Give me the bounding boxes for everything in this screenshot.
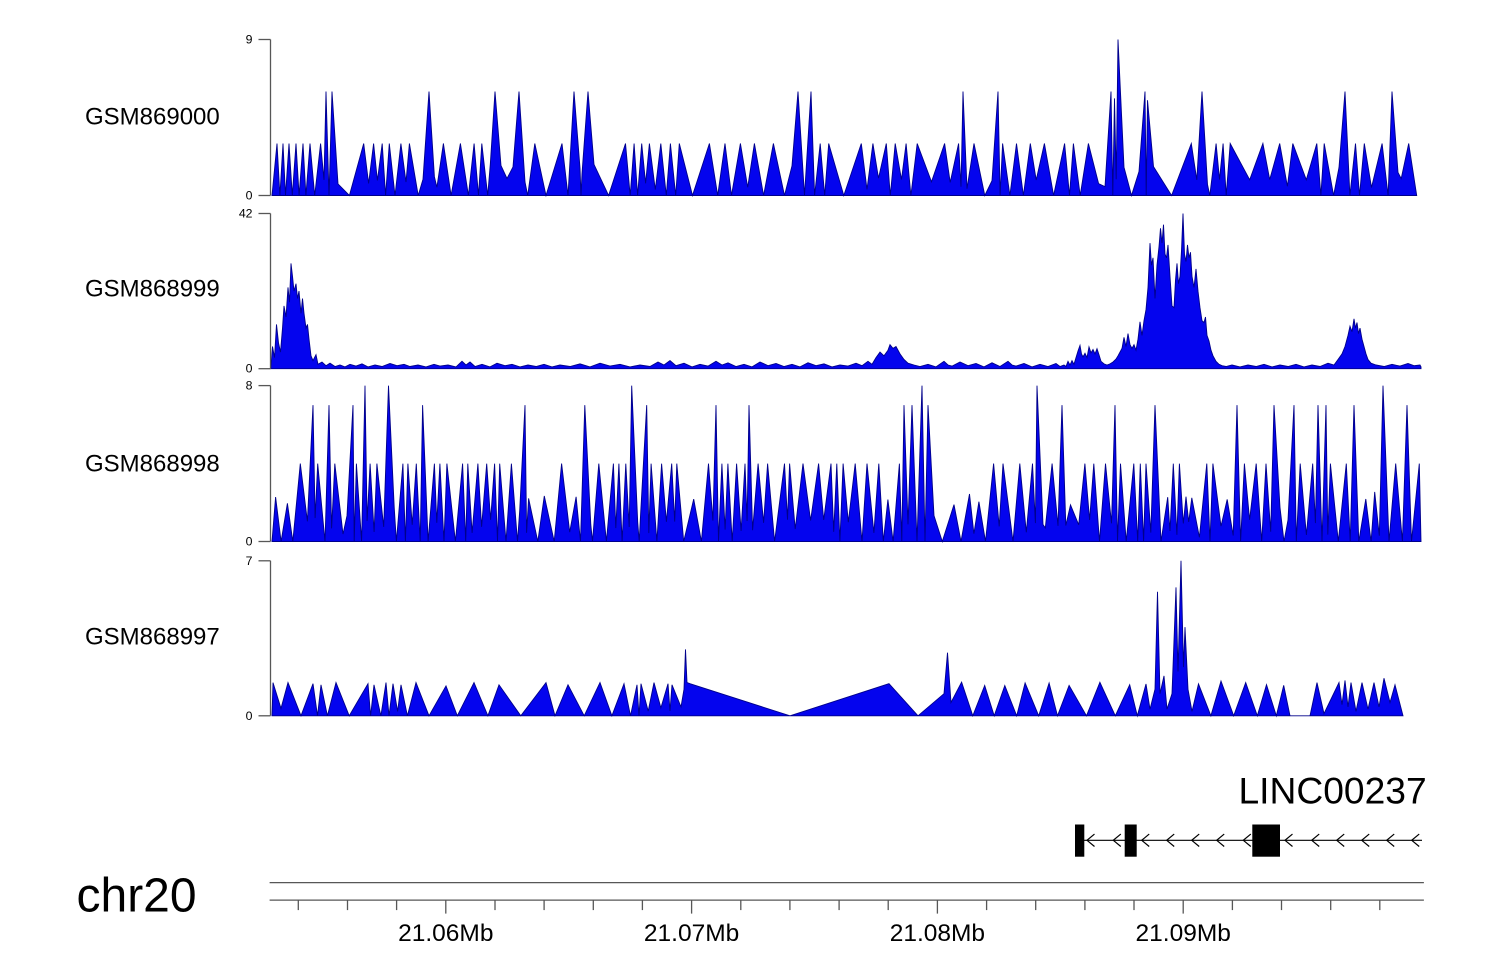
- svg-text:0: 0: [246, 362, 253, 376]
- svg-text:9: 9: [246, 33, 253, 47]
- svg-text:8: 8: [246, 379, 253, 393]
- svg-text:0: 0: [246, 535, 253, 549]
- svg-text:21.06Mb: 21.06Mb: [398, 920, 493, 947]
- svg-text:GSM868997: GSM868997: [85, 624, 220, 651]
- svg-text:42: 42: [239, 207, 253, 221]
- svg-text:21.07Mb: 21.07Mb: [644, 920, 739, 947]
- svg-text:GSM869000: GSM869000: [85, 104, 220, 131]
- svg-text:GSM868998: GSM868998: [85, 450, 220, 477]
- svg-text:21.08Mb: 21.08Mb: [890, 920, 985, 947]
- svg-text:chr20: chr20: [77, 870, 197, 923]
- svg-text:7: 7: [246, 554, 253, 568]
- svg-text:21.09Mb: 21.09Mb: [1136, 920, 1231, 947]
- svg-text:GSM868999: GSM868999: [85, 275, 220, 302]
- svg-text:LINC00237: LINC00237: [1239, 770, 1427, 812]
- svg-text:0: 0: [246, 709, 253, 723]
- svg-text:0: 0: [246, 189, 253, 203]
